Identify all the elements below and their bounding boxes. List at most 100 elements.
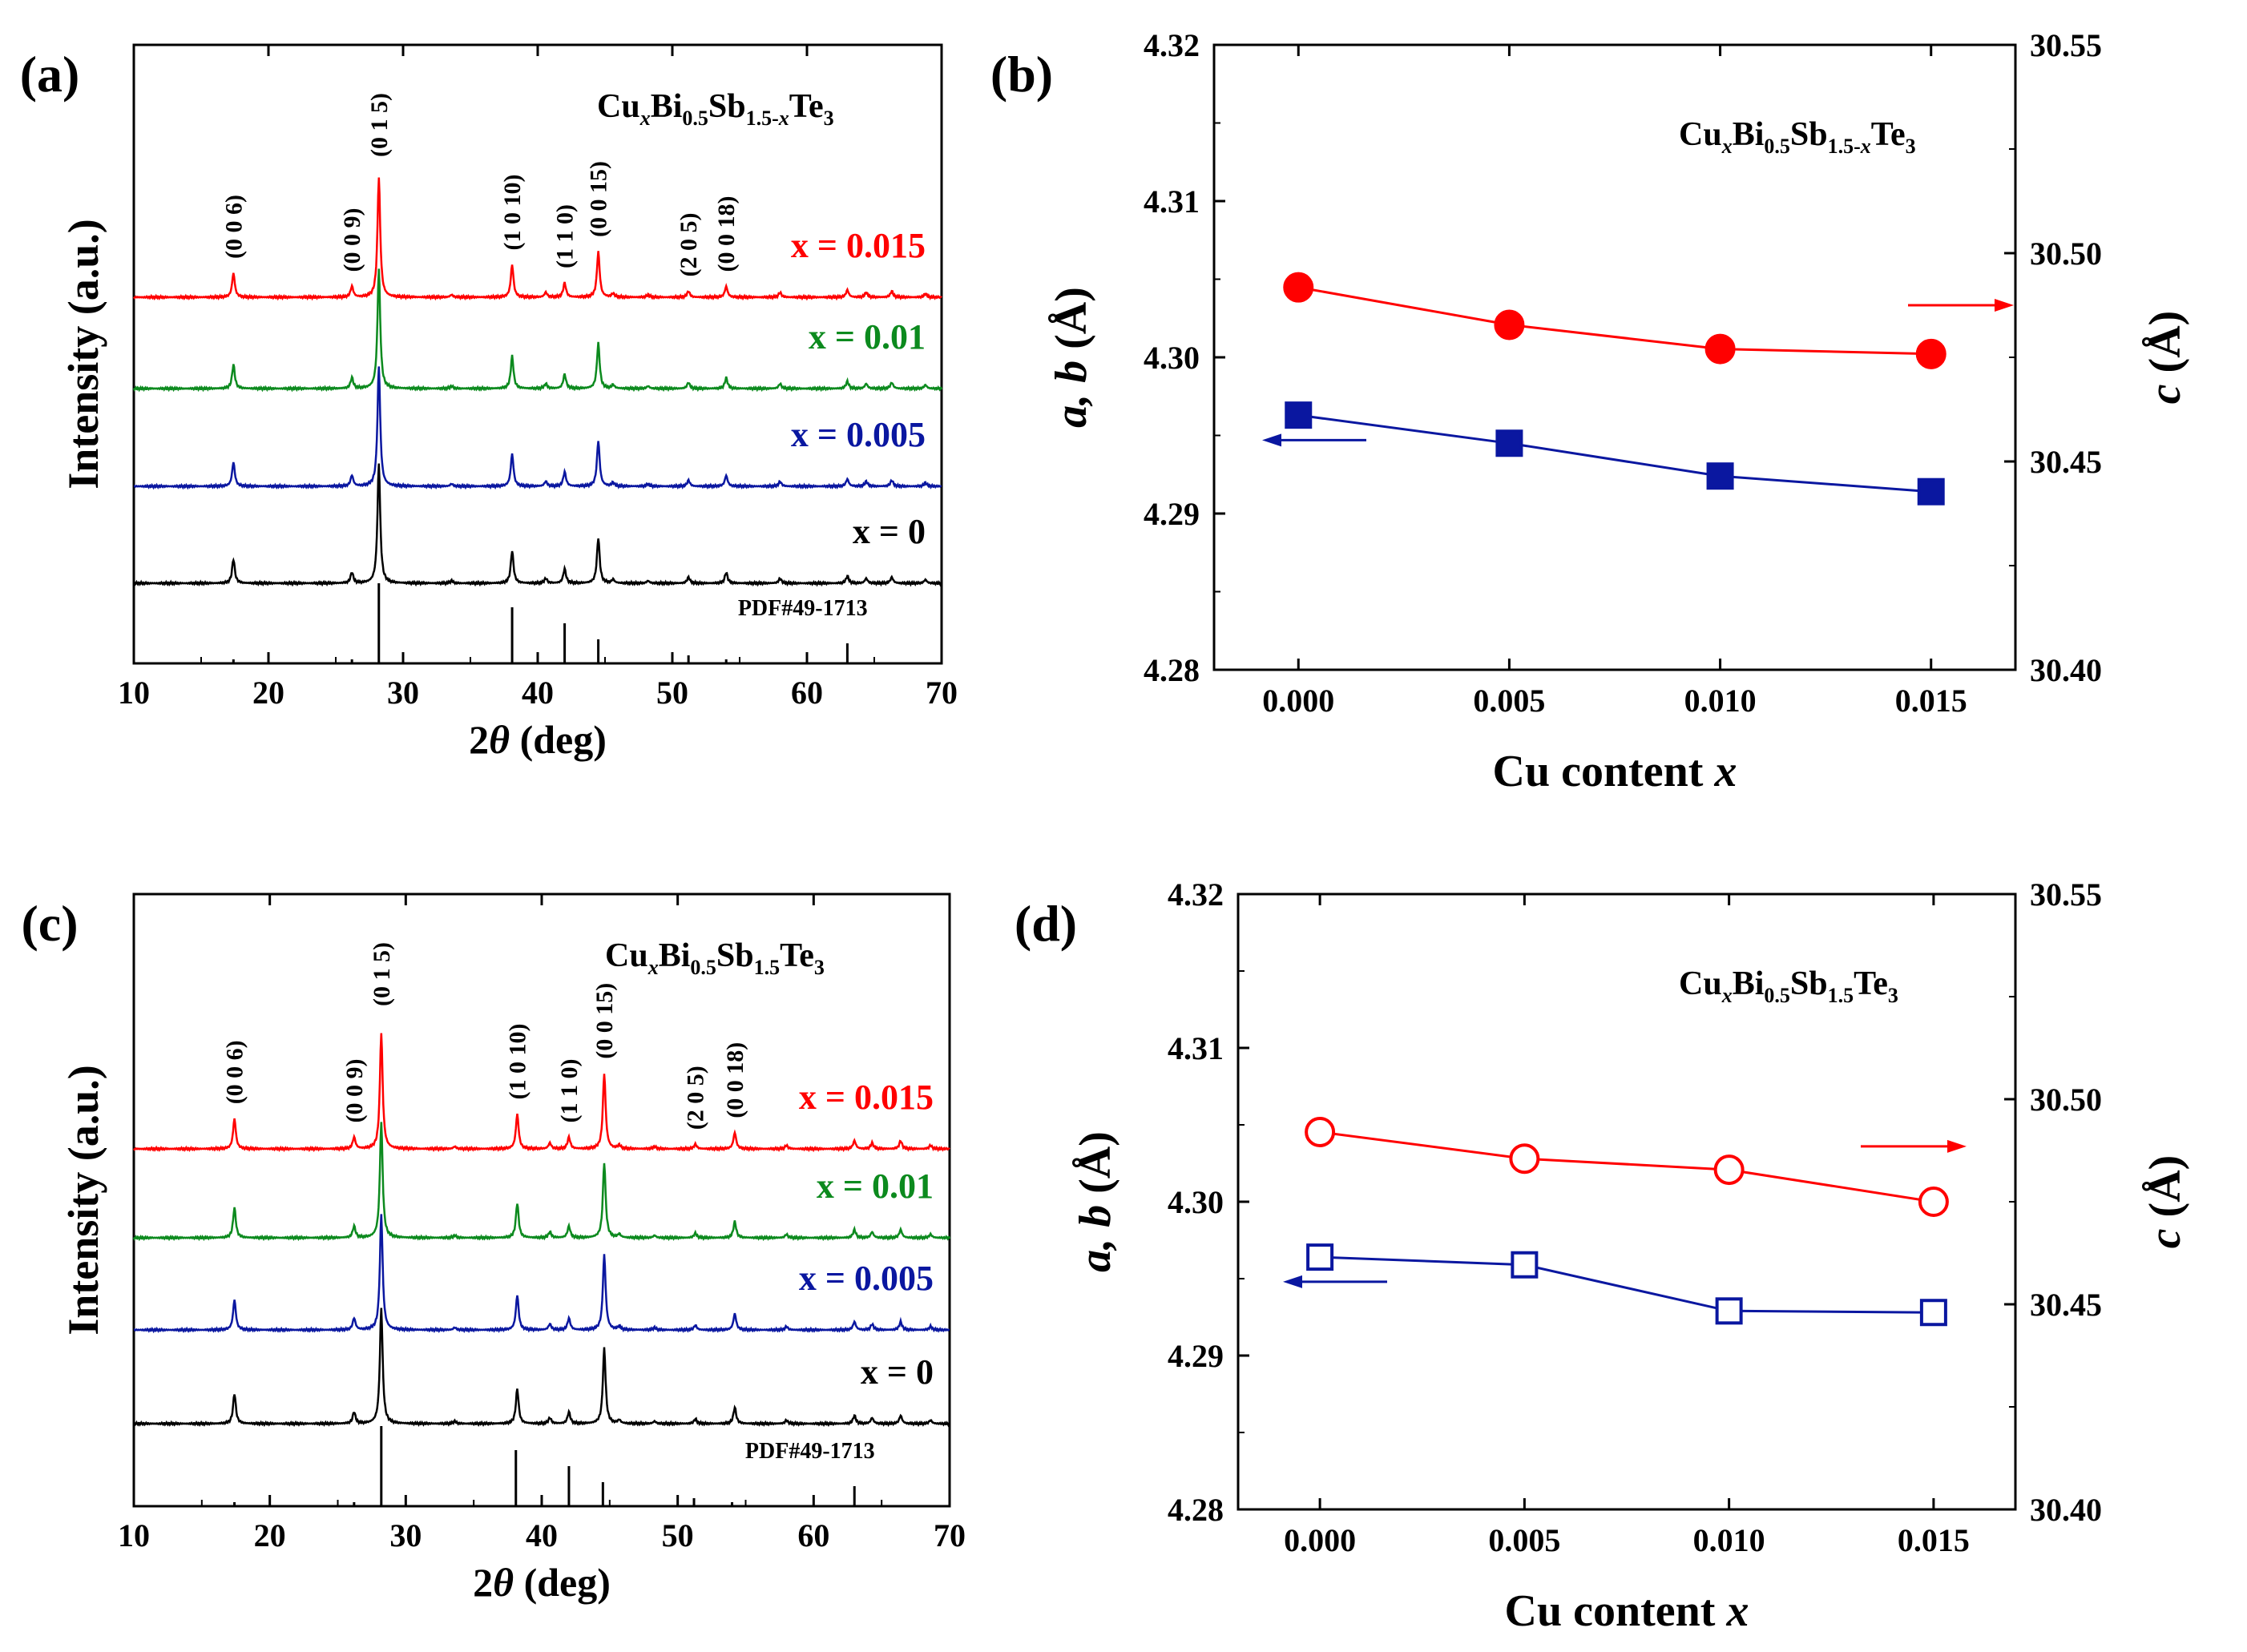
series-label-text: x = 0.01 [809,317,926,357]
x-tick-label-6: 70 [926,675,958,711]
x-label-theta: θ [493,1560,514,1605]
x-tick-label-4: 50 [656,675,688,711]
x-label-2: 2 [473,1560,493,1605]
square-marker-2 [1706,462,1734,490]
circle-marker-1 [1509,1143,1540,1175]
x-axis-label: Cu content x [1493,747,1737,796]
title-sb-sub: 1.5 [1828,984,1854,1007]
reference-label: PDF#49-1713 [745,1439,875,1464]
title-sb-sub: 1.5- [746,107,779,130]
peak-label-10: (2 0 5) [683,1066,709,1130]
xrd-pattern-1 [133,1214,950,1334]
x-label-2: 2 [469,717,489,762]
panel-a: (a) PDF#49-1713 x = 0 x = 0.005 x = 0.01 x = … [20,43,958,762]
title-te-sub: 3 [1906,135,1916,158]
y-right-tick-label-3: 30.55 [2030,876,2102,913]
x-tick-label-1: 0.005 [1488,1522,1560,1558]
series-label-0: x = 0 [853,512,926,551]
title-sb-sub: 1.5- [1828,135,1861,158]
y-left-tick-label-1: 4.29 [1144,496,1200,532]
title-sb-sub-x: x [778,107,789,130]
series-label-text: x = 0 [861,1352,934,1392]
panel-b: (b)4.284.294.304.314.3230.4030.4530.5030… [990,27,2190,796]
peak-label-2: (0 1 5) [366,93,393,157]
title-bi: Bi [1733,116,1765,153]
xrd-pattern-0 [133,1307,950,1428]
peak-label-0: (0 0 6) [222,1040,248,1104]
circle-marker-3 [1915,338,1946,369]
title-cu: Cu [597,88,640,125]
y-right-label-c: c [2140,1228,2190,1248]
circle-marker-0 [1305,1116,1336,1147]
y-right-tick-label-1: 30.45 [2030,1287,2102,1323]
title-sb: Sb [1790,965,1828,1002]
series-line-1 [1319,1130,1934,1203]
y-left-tick-label-2: 4.30 [1144,340,1200,376]
series-label-text: x = 0.01 [817,1166,934,1206]
title-sb: Sb [716,937,754,974]
peak-label-1: (0 0 9) [341,1059,368,1123]
xrd-pattern-2 [132,1122,951,1242]
title-x-sub: x [647,956,659,979]
y-left-label-unit: (Å) [1047,287,1096,361]
title-cu: Cu [605,937,648,974]
y-right-tick-label-3: 30.55 [2030,27,2102,63]
x-tick-label-0: 10 [118,675,150,711]
title-bi: Bi [1733,965,1765,1002]
y-right-label-unit: (Å) [2140,311,2190,385]
x-tick-label-6: 70 [934,1517,966,1553]
x-label-deg: (deg) [510,717,607,762]
peak-label-7: (0 0 15) [591,983,618,1059]
y-left-label-ab: a, b [1071,1205,1120,1272]
title-bi-sub: 0.5 [1764,984,1790,1007]
chart-title: CuxBi0.5Sb1.5-xTe3 [1679,116,1916,158]
xrd-pattern-0 [133,463,942,587]
title-te: Te [1871,116,1906,153]
y-left-tick-label-3: 4.31 [1168,1030,1224,1066]
title-cu: Cu [1679,965,1722,1002]
right-arrow-icon [1995,299,2014,312]
square-marker-2 [1715,1297,1743,1325]
y-left-axis-label: a, b (Å) [1071,1131,1120,1272]
y-axis-label: Intensity (a.u.) [59,219,107,490]
y-right-label-unit: (Å) [2140,1155,2190,1229]
title-bi-sub: 0.5 [1764,135,1790,158]
peak-label-11: (0 0 18) [713,196,740,272]
plot-frame [1236,892,2017,1511]
x-tick-label-0: 10 [118,1517,150,1553]
title-te-sub: 3 [814,956,825,979]
title-bi: Bi [659,937,691,974]
circle-marker-3 [1918,1187,1949,1217]
y-right-tick-label-1: 30.45 [2030,444,2102,480]
y-left-tick-label-0: 4.28 [1168,1492,1224,1528]
circle-marker-0 [1283,272,1314,303]
series-line-1 [1298,286,1931,356]
title-bi-sub: 0.5 [682,107,708,130]
x-tick-label-5: 60 [797,1517,829,1553]
x-tick-label-3: 40 [526,1517,558,1553]
panel-label: (b) [990,46,1053,103]
x-tick-label-2: 0.010 [1693,1522,1765,1558]
square-marker-3 [1917,477,1945,506]
peak-label-11: (0 0 18) [722,1042,748,1118]
x-tick-label-3: 40 [522,675,554,711]
y-left-tick-label-4: 4.32 [1144,27,1200,63]
y-right-tick-label-0: 30.40 [2030,652,2102,688]
series-label-0: x = 0 [861,1352,934,1392]
title-bi: Bi [651,88,683,125]
y-left-axis-label: a, b (Å) [1047,287,1096,428]
peak-label-1: (0 0 9) [339,208,365,272]
panel-label: (c) [21,895,78,952]
peak-label-6: (1 1 0) [552,204,579,268]
x-tick-label-2: 30 [387,675,419,711]
reference-label: PDF#49-1713 [738,596,868,621]
series-label-3: x = 0.015 [799,1078,934,1117]
series-label-text: x = 0.005 [799,1259,934,1298]
title-sb: Sb [1790,116,1828,153]
square-marker-0 [1306,1243,1334,1271]
x-tick-label-3: 0.015 [1898,1522,1970,1558]
series-label-3: x = 0.015 [791,226,926,265]
y-left-tick-label-2: 4.30 [1168,1184,1224,1220]
series-label-2: x = 0.01 [809,317,926,357]
